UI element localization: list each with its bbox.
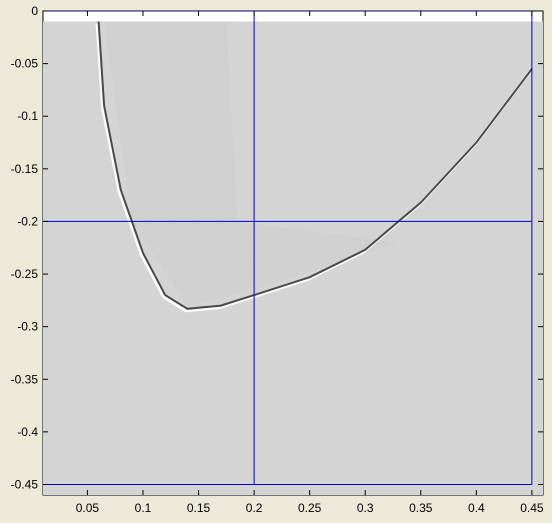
x-tick-label: 0.45 bbox=[520, 501, 544, 515]
axes: 0.05 0.1 0.15 0.2 0.25 0.3 0.35 0.4 0.45 0 -0.05 -… bbox=[11, 4, 544, 515]
x-tick-label: 0.25 bbox=[298, 501, 322, 515]
y-tick-label: -0.3 bbox=[17, 320, 38, 334]
x-tick-label: 0.2 bbox=[246, 501, 263, 515]
x-tick-label: 0.3 bbox=[357, 501, 374, 515]
x-tick-label: 0.4 bbox=[468, 501, 485, 515]
y-tick-label: -0.1 bbox=[17, 109, 38, 123]
x-tick-label: 0.15 bbox=[187, 501, 211, 515]
wavefront-curve bbox=[97, 21, 533, 310]
x-tick-label: 0.1 bbox=[135, 501, 152, 515]
y-tick-label: -0.25 bbox=[11, 267, 39, 281]
y-tick-label: 0 bbox=[31, 4, 38, 18]
plot-area bbox=[43, 11, 543, 495]
y-axis-ticks: 0 -0.05 -0.1 -0.15 -0.2 -0.25 -0.3 -0.35 -0.4 -0.… bbox=[11, 4, 543, 491]
y-tick-label: -0.4 bbox=[17, 425, 38, 439]
x-axis-ticks: 0.05 0.1 0.15 0.2 0.25 0.3 0.35 0.4 0.45 bbox=[76, 11, 544, 515]
y-tick-label: -0.2 bbox=[17, 214, 38, 228]
x-tick-label: 0.35 bbox=[409, 501, 433, 515]
overlay-lines bbox=[43, 11, 533, 485]
y-tick-label: -0.35 bbox=[11, 372, 39, 386]
x-tick-label: 0.05 bbox=[76, 501, 100, 515]
interference-region bbox=[104, 21, 399, 306]
y-tick-label: -0.45 bbox=[11, 477, 39, 491]
y-tick-label: -0.05 bbox=[11, 57, 39, 71]
y-tick-label: -0.15 bbox=[11, 162, 39, 176]
